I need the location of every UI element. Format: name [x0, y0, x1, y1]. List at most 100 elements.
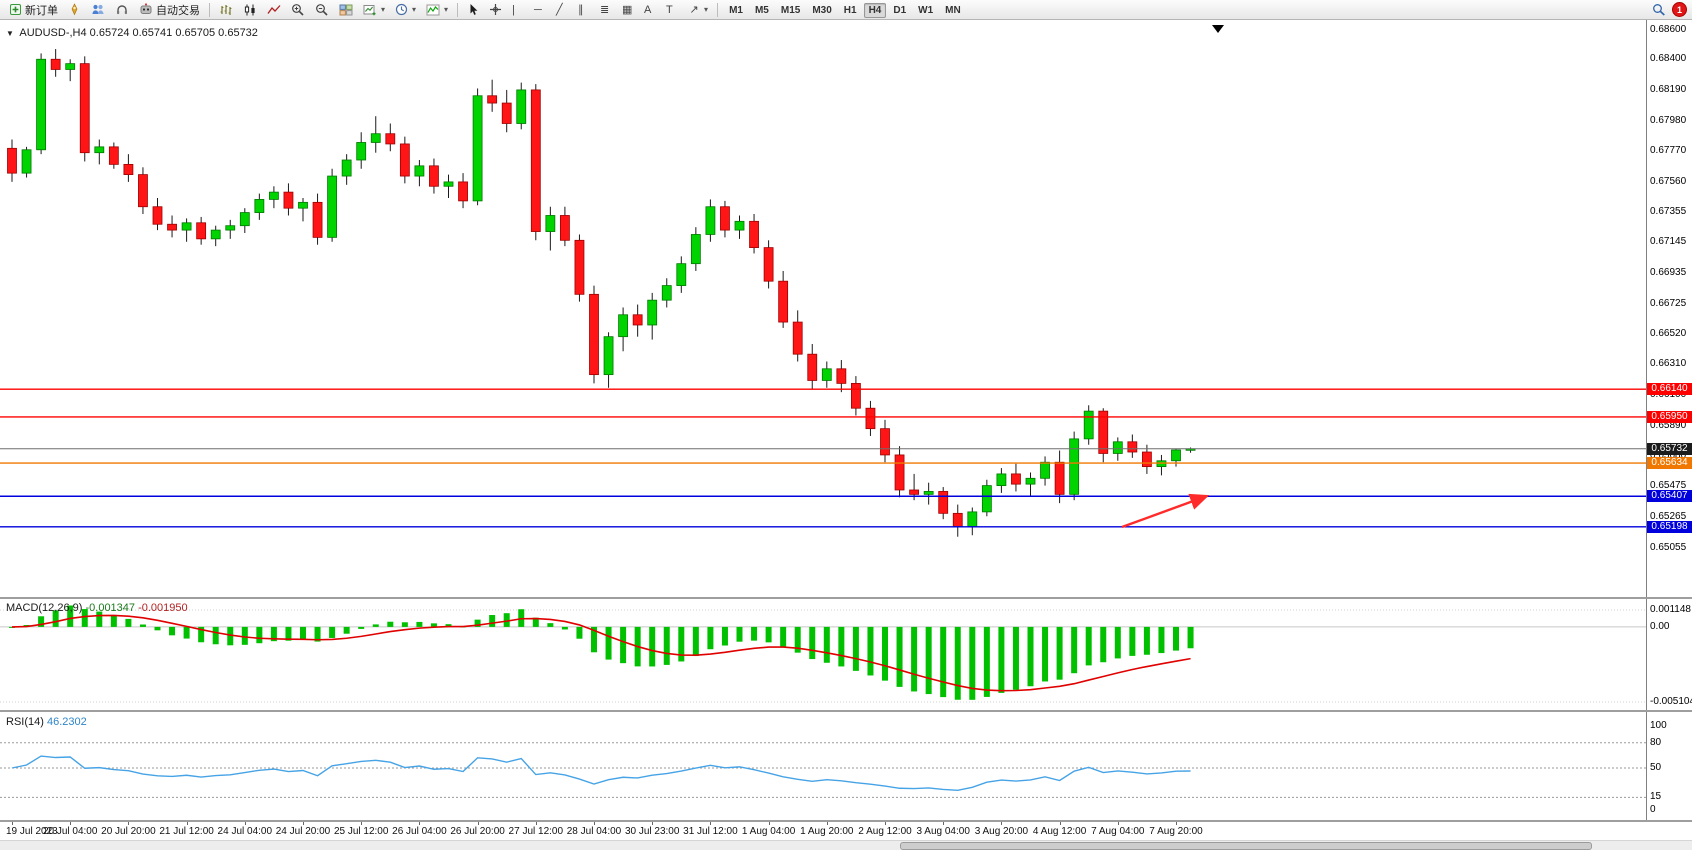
time-axis-tick-mark	[826, 822, 828, 825]
candle	[545, 215, 556, 232]
candle	[312, 201, 323, 238]
time-axis-tick-mark	[943, 822, 945, 825]
time-axis-label: 26 Jul 20:00	[450, 826, 505, 837]
macd-histogram-bar	[212, 626, 219, 645]
macd-histogram-bar	[547, 623, 554, 627]
candle	[1171, 449, 1181, 462]
time-axis-tick-mark	[652, 822, 654, 825]
macd-signal-line	[11, 614, 1191, 692]
timeframe-m1-button[interactable]: M1	[729, 4, 743, 16]
new-chart-dropdown[interactable]: ▾	[359, 0, 389, 19]
bar-chart-button[interactable]	[215, 0, 237, 19]
macd-histogram-bar	[227, 626, 234, 646]
timeframe-m30-button[interactable]: M30	[812, 4, 832, 16]
cursor-icon	[470, 4, 478, 15]
macd-histogram-bar	[532, 617, 539, 627]
macd-histogram-bar	[721, 626, 728, 646]
text-tool-button[interactable]: A	[644, 3, 652, 16]
candlestick-chart-button[interactable]	[239, 0, 261, 19]
macd-histogram-bar	[678, 626, 685, 662]
macd-histogram-bar	[241, 626, 248, 645]
time-axis-label: 1 Aug 20:00	[800, 826, 854, 837]
macd-histogram-bar	[838, 626, 845, 667]
timeframe-h1-button[interactable]: H1	[843, 4, 857, 16]
zoom-out-button[interactable]	[311, 0, 333, 19]
search-button[interactable]	[1648, 0, 1670, 19]
launcher-button[interactable]	[64, 0, 85, 19]
arrows-dropdown[interactable]: ↗ ▾	[684, 0, 712, 19]
tile-windows-button[interactable]	[335, 0, 357, 19]
period-dropdown[interactable]: ▾	[391, 0, 420, 19]
time-axis-label: 24 Jul 04:00	[217, 826, 273, 837]
rsi-axis-tick: 100	[1650, 720, 1667, 731]
candlestick-chart-icon	[244, 4, 255, 15]
macd-histogram-bar	[489, 615, 496, 627]
timeframe-mn-button[interactable]: MN	[945, 4, 961, 16]
zoom-out-icon	[316, 4, 328, 16]
candle	[196, 222, 207, 240]
macd-axis-tick: 0.00	[1650, 620, 1670, 632]
time-axis-label: 7 Aug 04:00	[1091, 826, 1145, 837]
price-chart-canvas[interactable]	[0, 21, 1646, 597]
timeframe-h4-button[interactable]: H4	[863, 2, 887, 18]
horizontal-line-button[interactable]: ─	[534, 3, 542, 16]
candle	[923, 491, 934, 495]
candle	[632, 314, 643, 326]
chevron-down-icon: ▾	[381, 5, 386, 14]
pane-separator[interactable]	[0, 710, 1692, 712]
macd-histogram-bar	[969, 626, 976, 700]
macd-histogram-bar	[1100, 626, 1107, 663]
indicators-icon	[426, 4, 440, 15]
auto-trading-button[interactable]: 自动交易	[135, 0, 204, 19]
timeframe-w1-button[interactable]: W1	[918, 4, 934, 16]
vertical-line-button[interactable]: |	[512, 3, 515, 16]
channel-button[interactable]: ∥	[578, 3, 584, 16]
time-axis-label: 1 Aug 04:00	[741, 826, 796, 837]
macd-histogram-bar	[707, 626, 714, 650]
rsi-pane-canvas[interactable]	[0, 712, 1646, 820]
candle	[909, 489, 919, 495]
timeframe-m5-button[interactable]: M5	[754, 4, 769, 16]
macd-histogram-bar	[794, 626, 801, 653]
macd-histogram-bar	[256, 626, 263, 644]
price-axis-tick: 0.68400	[1650, 53, 1687, 65]
price-axis-tick: 0.65680	[1650, 450, 1687, 462]
macd-histogram-bar	[169, 626, 176, 636]
macd-histogram-bar	[139, 624, 146, 627]
one-click-trading-toggle[interactable]: ▼	[6, 29, 14, 38]
candle	[1011, 473, 1021, 485]
crosshair-button[interactable]	[485, 0, 506, 19]
macd-histogram-bar	[852, 626, 859, 671]
macd-label: MACD(12,26,9)	[6, 602, 83, 614]
zoom-in-button[interactable]	[287, 0, 309, 19]
macd-pane-canvas[interactable]	[0, 599, 1646, 710]
fibonacci-button[interactable]: ≣	[600, 3, 610, 16]
macd-histogram-bar	[823, 626, 830, 663]
indicators-dropdown[interactable]: ▾	[422, 0, 452, 19]
chart-window: ▼ AUDUSD-,H4 0.65724 0.65741 0.65705 0.6…	[0, 20, 1692, 850]
candle	[560, 215, 570, 241]
timeframe-d1-button[interactable]: D1	[893, 4, 907, 16]
candle	[152, 206, 163, 225]
cursor-button[interactable]	[463, 0, 483, 19]
shapes-button[interactable]: ▦	[622, 3, 633, 16]
line-chart-button[interactable]	[263, 0, 285, 19]
pane-separator[interactable]	[0, 597, 1692, 599]
price-axis-tick: 0.65265	[1650, 510, 1687, 522]
time-axis-tick-mark	[361, 822, 363, 825]
support-button[interactable]	[111, 0, 133, 19]
new-order-button[interactable]: 新订单	[5, 0, 62, 19]
label-tool-button[interactable]: T	[666, 3, 673, 16]
macd-histogram-bar	[474, 619, 481, 627]
macd-histogram-bar	[314, 626, 321, 642]
trendline-button[interactable]: ╱	[556, 3, 563, 16]
rocket-icon	[71, 3, 78, 16]
community-button[interactable]	[87, 0, 109, 19]
toolbar-separator	[717, 2, 719, 17]
macd-main-value: -0.001347	[85, 602, 136, 614]
candle	[938, 491, 949, 514]
timeframe-m15-button[interactable]: M15	[780, 4, 801, 16]
price-axis-tick: 0.67145	[1650, 236, 1687, 248]
notification-badge[interactable]: 1	[1672, 2, 1687, 17]
candle	[254, 199, 265, 213]
